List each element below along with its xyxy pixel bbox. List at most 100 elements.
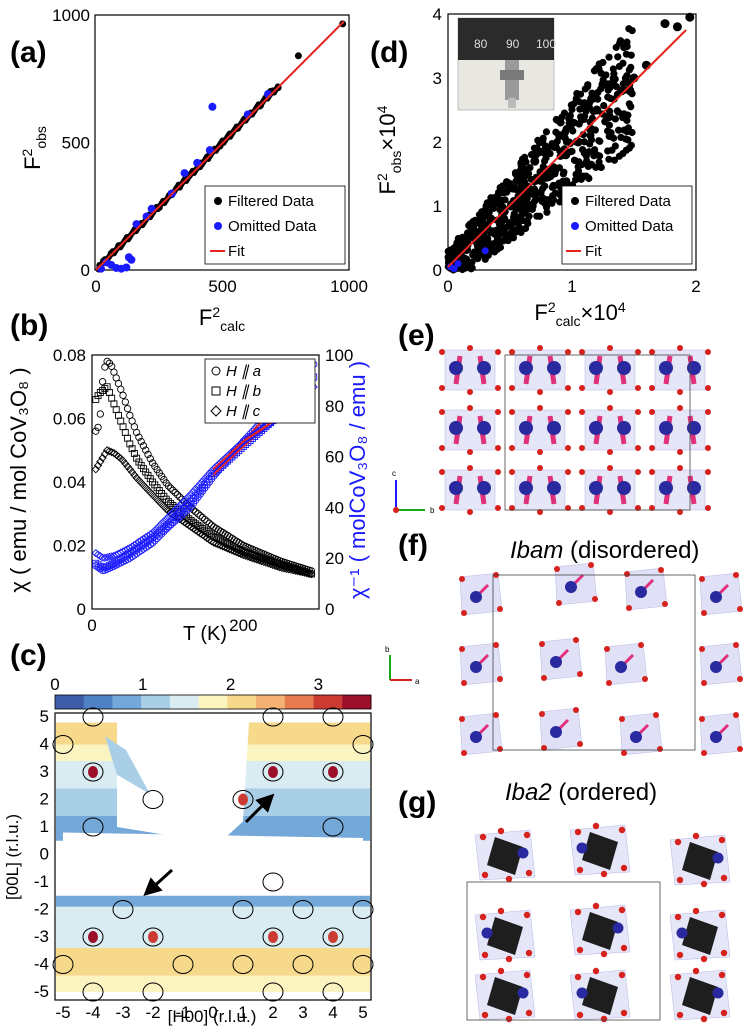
point-omitted bbox=[193, 158, 202, 167]
o-atom bbox=[505, 1015, 513, 1023]
point-filtered bbox=[622, 135, 630, 143]
bragg-peak-circle bbox=[82, 817, 104, 837]
point-filtered bbox=[591, 146, 599, 154]
tick-labels-a: 0 500 1000 0 500 1000 bbox=[52, 6, 368, 296]
legend-omitted-d: Omitted Data bbox=[585, 218, 674, 235]
co-atom bbox=[547, 361, 561, 375]
bragg-peak-circle bbox=[262, 872, 284, 892]
o-atom bbox=[700, 880, 708, 888]
point-filtered bbox=[548, 183, 556, 191]
x-tick-label: 500 bbox=[208, 277, 236, 296]
data-marker bbox=[205, 469, 214, 478]
point-filtered bbox=[481, 255, 489, 263]
o-atom bbox=[733, 642, 739, 648]
point-filtered bbox=[581, 85, 589, 93]
co-atom bbox=[517, 987, 529, 999]
point-filtered bbox=[623, 42, 631, 51]
data-marker bbox=[101, 564, 109, 572]
data-marker bbox=[98, 378, 107, 386]
point-filtered bbox=[501, 224, 510, 232]
point-filtered bbox=[585, 99, 594, 107]
data-marker bbox=[146, 455, 154, 463]
x-tick-label: 5 bbox=[358, 1003, 367, 1022]
colorbar-swatch bbox=[55, 695, 85, 709]
data-marker bbox=[175, 501, 184, 510]
o-atom bbox=[525, 1009, 533, 1017]
x-tick-label: 0 bbox=[87, 616, 96, 635]
point-filtered bbox=[602, 115, 610, 124]
o-atom bbox=[677, 389, 683, 395]
data-marker bbox=[107, 552, 116, 561]
point-filtered bbox=[491, 193, 499, 201]
point-filtered bbox=[520, 177, 529, 186]
point-filtered bbox=[627, 103, 635, 111]
point-filtered bbox=[481, 241, 489, 249]
co-atom bbox=[710, 661, 722, 673]
o-atom bbox=[620, 944, 628, 952]
point-filtered bbox=[516, 183, 525, 191]
vanadium-polyhedron bbox=[582, 912, 618, 950]
o-atom bbox=[523, 831, 531, 839]
data-marker bbox=[157, 519, 166, 528]
data-marker bbox=[96, 552, 105, 561]
legend-fit-d: Fit bbox=[585, 243, 602, 260]
data-marker bbox=[202, 533, 212, 543]
panel-d: (d) 0 1 2 0 1 2 3 4 F2obs×104 F2calc×104 80 90 … bbox=[370, 5, 701, 329]
legend-b: H ∥ a H ∥ b H ∥ c bbox=[204, 358, 316, 424]
data-marker bbox=[91, 548, 100, 558]
x-tick-label: -4 bbox=[85, 1003, 100, 1022]
o-atom bbox=[705, 349, 711, 355]
o-atom bbox=[461, 610, 467, 616]
data-marker bbox=[259, 557, 268, 567]
bragg-peak-circle bbox=[82, 707, 104, 727]
o-atom bbox=[649, 349, 655, 355]
o-atom bbox=[620, 864, 628, 872]
svg-text:90: 90 bbox=[506, 37, 520, 51]
bragg-peak-circle bbox=[322, 762, 344, 782]
data-marker bbox=[130, 449, 138, 457]
data-marker bbox=[96, 389, 104, 396]
data-marker bbox=[236, 549, 246, 559]
point-filtered bbox=[604, 147, 612, 155]
o-atom bbox=[537, 345, 543, 351]
o-atom bbox=[505, 955, 513, 963]
axis-triad-e: c b bbox=[392, 469, 435, 515]
co-atom bbox=[615, 661, 627, 673]
data-marker bbox=[214, 540, 223, 549]
data-marker bbox=[177, 498, 187, 508]
y-tick-label-right: 20 bbox=[325, 549, 344, 568]
data-marker bbox=[115, 411, 122, 419]
point-filtered bbox=[520, 188, 528, 197]
point-filtered bbox=[529, 190, 537, 199]
o-atom bbox=[461, 680, 467, 686]
co-atom bbox=[676, 927, 688, 939]
plot-frame-b bbox=[91, 354, 320, 610]
point-filtered bbox=[582, 172, 590, 180]
panel-label-d: (d) bbox=[370, 36, 408, 69]
o-atom bbox=[495, 445, 501, 451]
data-marker bbox=[159, 517, 169, 526]
data-marker bbox=[112, 406, 120, 414]
o-atom bbox=[649, 469, 655, 475]
data-marker bbox=[109, 448, 119, 458]
o-atom bbox=[509, 505, 515, 511]
data-marker bbox=[171, 514, 179, 522]
point-filtered bbox=[514, 218, 522, 227]
o-atom bbox=[576, 1011, 584, 1019]
point-filtered bbox=[530, 156, 540, 166]
co-atom bbox=[712, 852, 724, 864]
bragg-peak-circle bbox=[232, 900, 254, 919]
data-marker bbox=[221, 543, 230, 552]
data-marker bbox=[132, 428, 141, 437]
point-filtered bbox=[622, 146, 630, 154]
data-marker bbox=[293, 567, 302, 576]
co-atom bbox=[449, 421, 463, 435]
fit-line bbox=[95, 20, 345, 271]
bragg-peak-spot bbox=[268, 931, 278, 943]
data-marker bbox=[93, 461, 103, 470]
o-atom bbox=[493, 712, 499, 718]
point-filtered bbox=[484, 224, 492, 233]
data-marker bbox=[270, 561, 280, 570]
o-atom bbox=[481, 951, 489, 959]
